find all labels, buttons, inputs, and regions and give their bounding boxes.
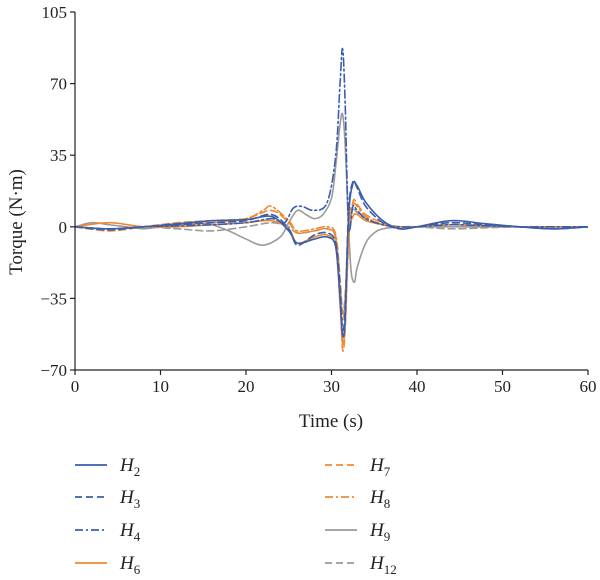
legend-label: H3 bbox=[119, 487, 140, 511]
series-line-h6 bbox=[75, 213, 588, 345]
legend-label: H7 bbox=[369, 455, 391, 479]
x-tick-label: 10 bbox=[152, 377, 169, 396]
legend: H2 H3 H4 H6 H7 H8 H9 H12 bbox=[75, 455, 397, 577]
x-axis-ticks: 0 10 20 30 40 50 60 bbox=[71, 370, 597, 396]
legend-item-h12: H12 bbox=[325, 553, 397, 577]
legend-item-h2: H2 bbox=[75, 455, 140, 479]
legend-item-h4: H4 bbox=[75, 520, 141, 544]
series-line-h3 bbox=[75, 179, 588, 331]
legend-label: H6 bbox=[119, 553, 141, 577]
legend-label: H9 bbox=[369, 520, 390, 544]
series-line-h8 bbox=[75, 202, 588, 321]
legend-item-h7: H7 bbox=[325, 455, 391, 479]
legend-label: H4 bbox=[119, 520, 141, 544]
y-tick-label: 35 bbox=[50, 146, 67, 165]
y-tick-label: 0 bbox=[59, 218, 68, 237]
y-tick-label: −35 bbox=[40, 289, 67, 308]
x-tick-label: 60 bbox=[580, 377, 597, 396]
series-line-h4 bbox=[75, 47, 588, 232]
y-tick-label: −70 bbox=[40, 361, 67, 380]
y-tick-label: 105 bbox=[42, 3, 68, 22]
series-line-h9 bbox=[75, 112, 588, 283]
y-axis-ticks: −70 −35 0 35 70 105 bbox=[40, 3, 75, 380]
x-axis-title: Time (s) bbox=[299, 411, 363, 432]
y-axis-title: Torque (N·m) bbox=[6, 169, 27, 275]
legend-item-h9: H9 bbox=[325, 520, 390, 544]
series-line-h7 bbox=[75, 198, 588, 352]
legend-item-h3: H3 bbox=[75, 487, 140, 511]
legend-label: H12 bbox=[369, 553, 397, 577]
legend-label: H2 bbox=[119, 455, 140, 479]
series-line-h2 bbox=[75, 180, 588, 338]
plot-area bbox=[74, 12, 588, 371]
series-line-h12 bbox=[75, 208, 588, 315]
x-tick-label: 30 bbox=[323, 377, 340, 396]
x-tick-label: 20 bbox=[238, 377, 255, 396]
legend-label: H8 bbox=[369, 487, 390, 511]
x-tick-label: 50 bbox=[494, 377, 511, 396]
legend-item-h6: H6 bbox=[75, 553, 141, 577]
y-tick-label: 70 bbox=[50, 75, 67, 94]
x-tick-label: 0 bbox=[71, 377, 80, 396]
legend-item-h8: H8 bbox=[325, 487, 390, 511]
x-tick-label: 40 bbox=[409, 377, 426, 396]
